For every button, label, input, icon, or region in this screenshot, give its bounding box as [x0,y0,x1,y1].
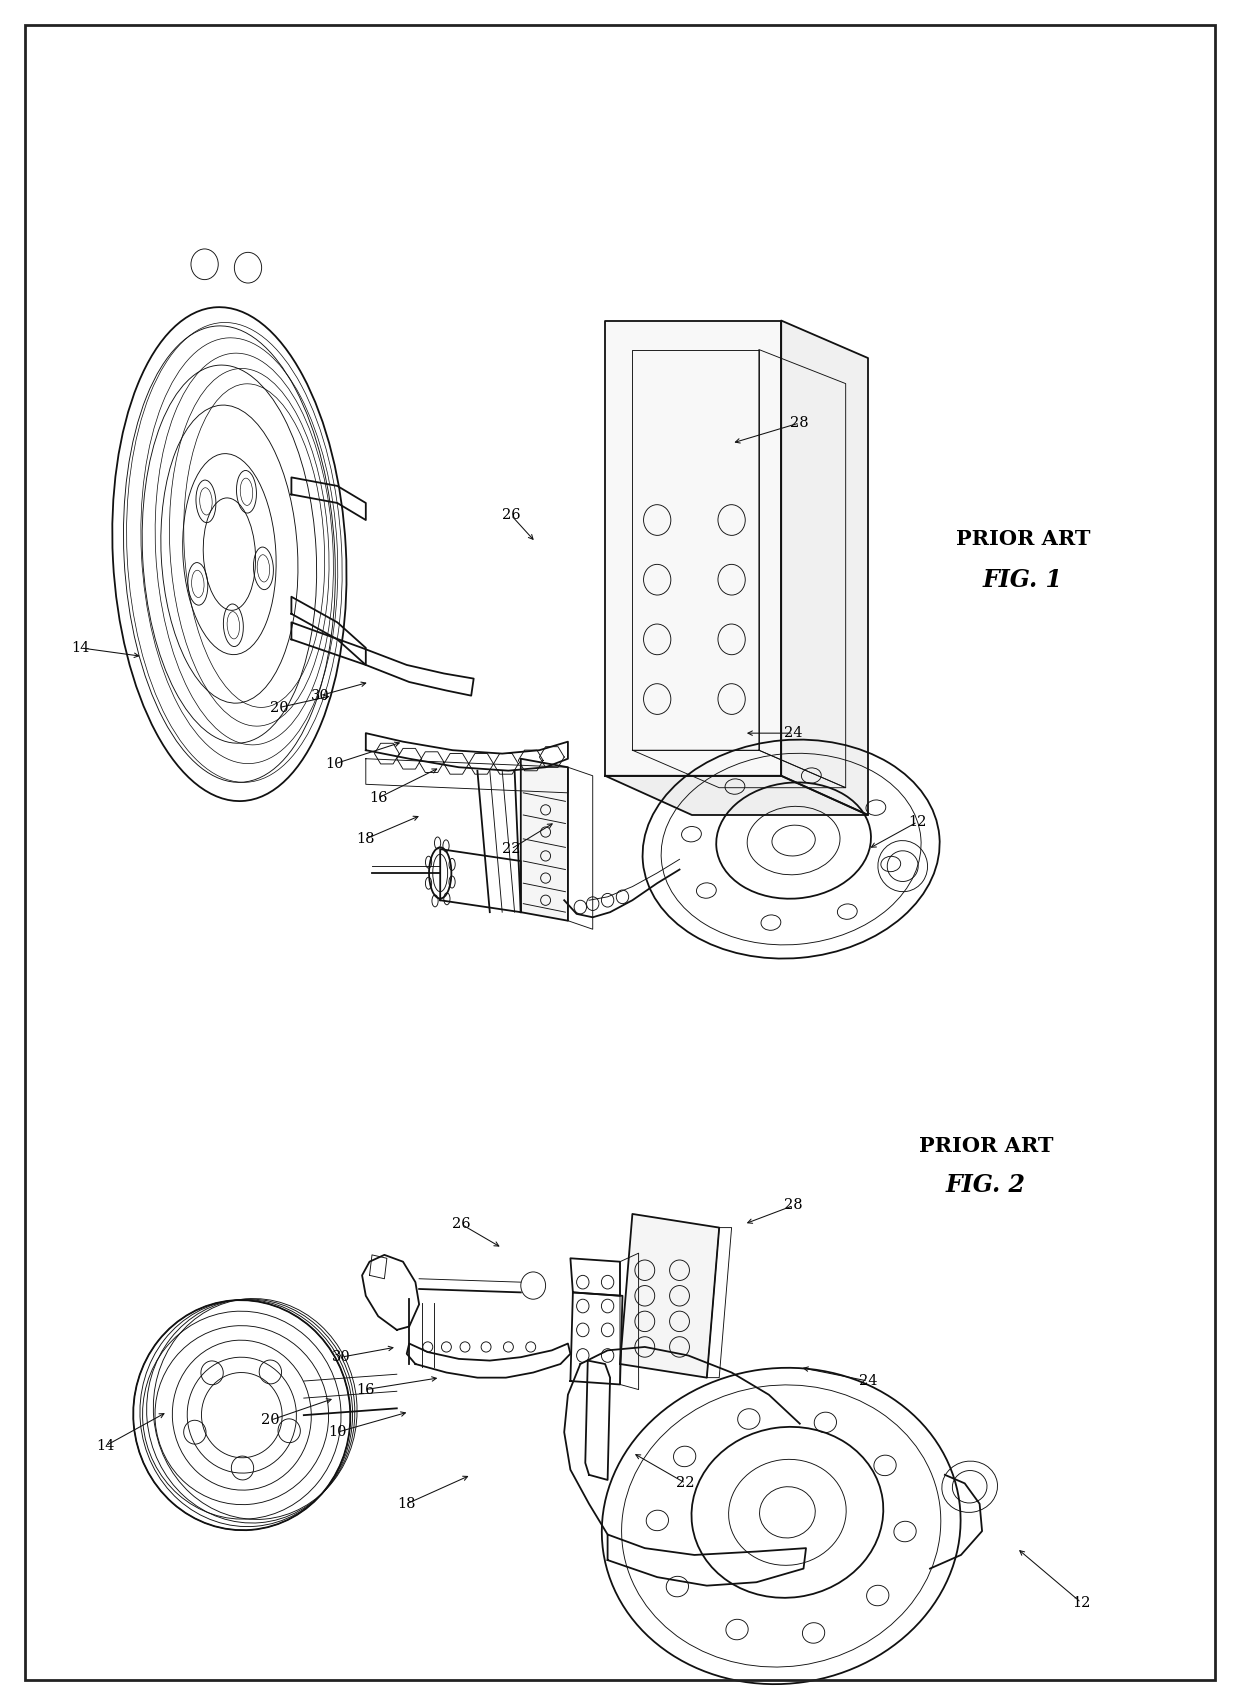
Text: 30: 30 [331,1350,351,1364]
Text: 30: 30 [310,689,330,702]
Text: PRIOR ART: PRIOR ART [956,529,1090,549]
Text: 28: 28 [784,1199,804,1212]
Text: FIG. 2: FIG. 2 [946,1173,1025,1197]
Text: 16: 16 [357,1383,374,1396]
Text: 14: 14 [72,641,89,655]
Text: 14: 14 [97,1439,114,1453]
Text: 26: 26 [501,508,521,522]
Text: PRIOR ART: PRIOR ART [919,1136,1053,1156]
Text: 22: 22 [502,842,520,856]
Polygon shape [521,759,568,921]
Polygon shape [605,776,868,815]
Text: 10: 10 [326,757,343,771]
Polygon shape [781,321,868,815]
Text: FIG. 1: FIG. 1 [983,568,1063,592]
Text: 12: 12 [1073,1596,1090,1610]
Text: 24: 24 [859,1374,877,1388]
Text: 12: 12 [909,815,926,829]
Text: 18: 18 [357,832,374,846]
Polygon shape [605,321,781,776]
Text: 26: 26 [451,1217,471,1231]
Text: 20: 20 [260,1413,280,1427]
Text: 22: 22 [677,1477,694,1490]
Text: 24: 24 [785,726,802,740]
Text: 16: 16 [370,791,387,805]
Text: 28: 28 [790,416,810,430]
Text: 20: 20 [269,701,289,714]
Text: 10: 10 [329,1425,346,1439]
Polygon shape [620,1214,719,1378]
Text: 18: 18 [398,1497,415,1511]
